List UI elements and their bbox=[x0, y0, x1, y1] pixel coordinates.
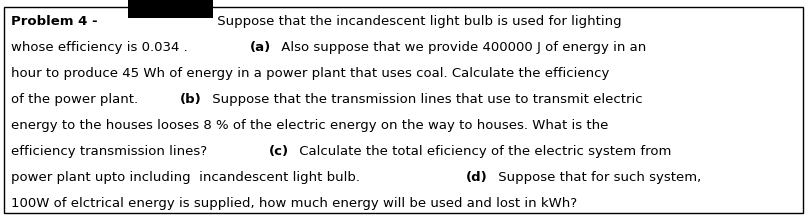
Text: (b): (b) bbox=[180, 93, 201, 106]
Text: (a): (a) bbox=[249, 41, 271, 54]
Text: of the power plant.: of the power plant. bbox=[11, 93, 142, 106]
Text: 100W of elctrical energy is supplied, how much energy will be used and lost in k: 100W of elctrical energy is supplied, ho… bbox=[11, 197, 577, 210]
Text: (c): (c) bbox=[269, 145, 289, 158]
FancyBboxPatch shape bbox=[129, 0, 214, 18]
Text: Suppose that for such system,: Suppose that for such system, bbox=[494, 171, 701, 184]
Text: Calculate the total eficiency of the electric system from: Calculate the total eficiency of the ele… bbox=[295, 145, 671, 158]
Text: whose efficiency is 0.034 .: whose efficiency is 0.034 . bbox=[11, 41, 196, 54]
Text: Suppose that the transmission lines that use to transmit electric: Suppose that the transmission lines that… bbox=[208, 93, 642, 106]
Text: efficiency transmission lines?: efficiency transmission lines? bbox=[11, 145, 211, 158]
Text: Also suppose that we provide 400000 J of energy in an: Also suppose that we provide 400000 J of… bbox=[277, 41, 646, 54]
Text: Problem 4 -: Problem 4 - bbox=[11, 15, 102, 28]
Text: energy to the houses looses 8 % of the electric energy on the way to houses. Wha: energy to the houses looses 8 % of the e… bbox=[11, 119, 608, 132]
FancyBboxPatch shape bbox=[4, 7, 803, 213]
Text: Suppose that the incandescent light bulb is used for lighting: Suppose that the incandescent light bulb… bbox=[214, 15, 622, 28]
Text: hour to produce 45 Wh of energy in a power plant that uses coal. Calculate the e: hour to produce 45 Wh of energy in a pow… bbox=[11, 67, 609, 80]
Text: (d): (d) bbox=[466, 171, 488, 184]
Text: power plant upto including  incandescent light bulb.: power plant upto including incandescent … bbox=[11, 171, 364, 184]
